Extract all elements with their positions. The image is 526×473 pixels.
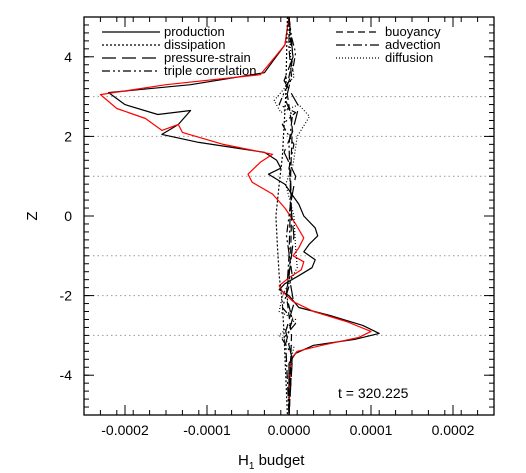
y-tick-label: -4: [60, 367, 73, 383]
x-tick-label: 0.0000: [268, 422, 311, 438]
legend-label-production: production: [164, 24, 225, 39]
y-tick-label: 2: [64, 128, 72, 144]
x-tick-label: -0.0001: [183, 422, 231, 438]
x-axis-label-rest: budget: [254, 452, 305, 469]
legend-label-diffusion: diffusion: [385, 50, 433, 65]
series-layer: [99, 16, 380, 416]
y-axis-label: Z: [24, 211, 41, 220]
series-diffusion: [273, 16, 311, 415]
x-tick-label: -0.0002: [101, 422, 149, 438]
legend-label-triple-correlation: triple correlation: [164, 63, 257, 78]
legend-label-pressure-strain: pressure-strain: [164, 50, 251, 65]
legend-label-advection: advection: [385, 37, 441, 52]
series-red-line: [99, 16, 372, 416]
series-buoyancy: [285, 16, 294, 416]
reference-lines: [84, 96, 494, 336]
y-tick-label: 0: [64, 208, 72, 224]
x-axis-label-subscript: 1: [249, 461, 255, 472]
series-production: [108, 16, 380, 415]
y-tick-label: -2: [60, 288, 73, 304]
y-tick-label: 4: [64, 49, 72, 65]
x-axis-label: H1 budget: [238, 452, 305, 472]
legend-label-buoyancy: buoyancy: [385, 24, 441, 39]
ticks-layer: -0.0002 -0.0001 0.0000 0.0001 0.0002 -4 -2 0 2 4: [60, 17, 494, 438]
x-tick-label: 0.0001: [350, 422, 393, 438]
x-axis-label-main: H: [238, 452, 249, 469]
time-annotation: t = 320.225: [338, 385, 409, 401]
legend: productiondissipationpressure-straintrip…: [102, 24, 441, 78]
x-tick-label: 0.0002: [432, 422, 475, 438]
legend-label-dissipation: dissipation: [164, 37, 225, 52]
